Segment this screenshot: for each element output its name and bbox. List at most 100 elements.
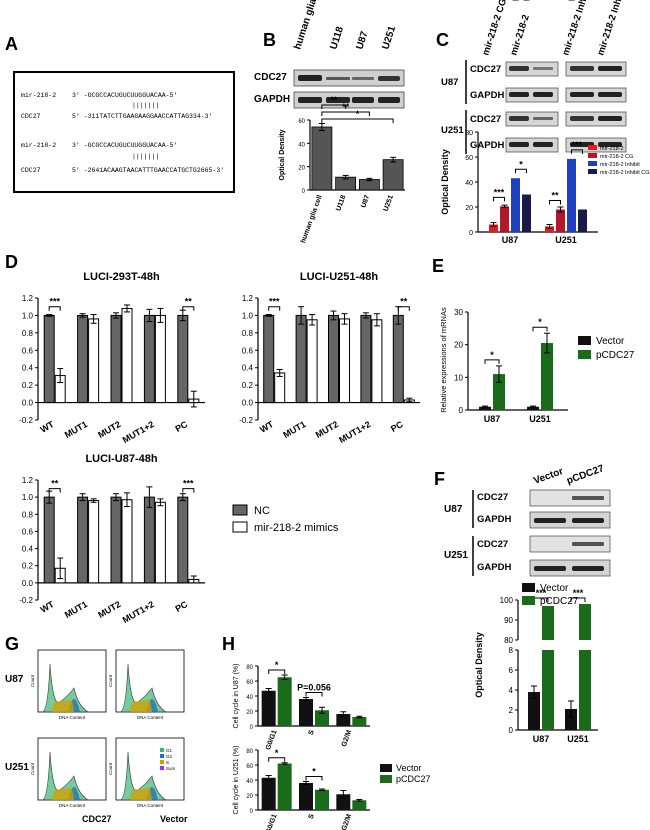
bar-pcdc27-lower <box>579 650 591 730</box>
bar <box>382 159 404 191</box>
significance-label: * <box>490 350 494 360</box>
blot-band <box>298 75 322 81</box>
panel-a-seq-3: 3' -GCGCCACUGUCUUGGUACAA-5' <box>72 142 177 149</box>
blot-lane-label: mir-218-2 CG <box>480 0 509 57</box>
bar-nc <box>177 496 189 584</box>
bar-mir-218-2-mimics <box>371 319 383 404</box>
blot-band <box>509 142 529 147</box>
bar-nc <box>110 496 122 584</box>
y-tick-label: 40 <box>246 779 253 785</box>
bar-nc <box>77 314 89 404</box>
blot-band <box>598 142 622 147</box>
y-axis-label: Relative expressions of mRNAs <box>439 307 448 413</box>
bar-mir-218-2-mimics <box>121 499 133 584</box>
blot-band <box>326 77 350 80</box>
significance-bracket <box>48 488 61 493</box>
blot-lane-label: human glia cell <box>292 0 325 51</box>
y-tick-label: 0.2 <box>22 381 34 390</box>
significance-bracket <box>268 306 281 311</box>
blot-band <box>533 67 553 70</box>
y-tick-label: -0.2 <box>19 596 33 605</box>
significance-bracket <box>532 326 548 332</box>
blot-band <box>534 566 566 571</box>
panel-label-h: H <box>222 634 235 654</box>
y-tick-label: 0 <box>250 809 254 815</box>
panel-a-seq-4: 5' -2641ACAAGTAACATTTGAACCATGCTG2665-3' <box>72 167 224 174</box>
blot-row-label: GAPDH <box>470 90 504 101</box>
bar-mir-218-2-cg <box>556 209 565 232</box>
bar-mir-218-2-inhibit <box>511 178 520 232</box>
blot-band <box>352 77 374 80</box>
y-axis-label: Optical Density <box>474 632 484 698</box>
blot-band <box>572 518 604 523</box>
y-tick-label: 0 <box>509 726 514 735</box>
blot-band <box>533 117 553 120</box>
flow-y-label: Count <box>108 674 113 687</box>
blot-strip <box>505 137 559 153</box>
blot-strip <box>565 87 627 103</box>
y-tick-label: 8 <box>509 646 514 655</box>
x-tick-label: U87 <box>502 235 519 245</box>
flow-legend-label: G2 <box>166 754 173 759</box>
panel-a-seq-2: 5' -311TATCTTGAAGAAGGAACCATTAG334-3' <box>72 113 212 120</box>
flow-legend-label: S <box>166 760 169 765</box>
bar-pcdc27 <box>493 374 505 410</box>
blot-strip <box>529 511 611 529</box>
x-tick-label: S <box>308 729 316 736</box>
panel-label-b: B <box>263 30 276 50</box>
bar-mir-218-2-mimics <box>88 318 100 404</box>
flow-x-label: DNA Content <box>59 715 86 720</box>
blot-row-label: CDC27 <box>254 72 287 83</box>
x-tick-label: MUT2 <box>96 419 122 440</box>
y-tick-label: 0 <box>302 189 306 195</box>
y-axis-label: Cell cycle in U87 (%) <box>233 664 240 729</box>
bar-vector <box>565 709 577 730</box>
panel-f-blot: Vector pCDC27 U87 U251 CDC27 GAPDH CDC27… <box>444 463 611 577</box>
y-tick-label: 20 <box>454 341 463 350</box>
x-tick-label: PC <box>389 419 405 434</box>
bar-nc <box>77 496 89 584</box>
legend-label: pCDC27 <box>396 774 431 784</box>
blot-lane-label: mir-218-2 Inhibit <box>595 0 628 57</box>
legend-label: mir-218-2 Inhibit <box>600 162 640 168</box>
significance-bracket <box>321 118 394 123</box>
significance-bracket <box>571 149 583 154</box>
blot-row-label: CDC27 <box>477 539 508 550</box>
significance-bracket <box>515 168 527 174</box>
significance-label: * <box>275 748 279 758</box>
x-tick-label: WT <box>258 419 276 435</box>
blot-lane-label: mir-218-2 Inhibit CG <box>560 0 598 57</box>
legend-swatch <box>578 336 591 345</box>
bar-nc <box>360 314 372 404</box>
y-tick-label: 0.0 <box>22 579 34 588</box>
bar-nc <box>295 314 307 404</box>
flow-y-label: Count <box>30 674 35 687</box>
panel-label-f: F <box>434 469 445 489</box>
significance-label: *** <box>183 479 194 489</box>
bar-pcdc27-lower <box>542 650 554 730</box>
blot-lane-label: U251 <box>380 24 398 51</box>
y-tick-label: 0.6 <box>22 346 34 355</box>
x-tick-label: U87 <box>484 414 501 424</box>
legend-label: pCDC27 <box>596 350 635 361</box>
blot-strip <box>505 87 559 103</box>
bar-mir-218-2-mimics <box>274 372 286 404</box>
legend-label: mir-218-2 mimics <box>254 522 339 534</box>
flow-row-label: U87 <box>5 674 24 685</box>
blot-row-label: CDC27 <box>470 114 501 125</box>
y-tick-label: 0.4 <box>242 364 254 373</box>
y-tick-label: 80 <box>246 665 253 671</box>
blot-strip <box>529 535 611 553</box>
x-tick-label: human glia cell <box>300 194 324 244</box>
y-axis-label: Optical Density <box>279 129 286 180</box>
blot-band <box>534 518 566 523</box>
legend-swatch-mimics <box>232 521 248 533</box>
flow-y-label: Count <box>108 762 113 775</box>
y-tick-label: 60 <box>465 155 473 162</box>
flow-col-label: Vector <box>160 814 188 824</box>
significance-label: * <box>275 660 279 670</box>
bar-vector <box>336 714 351 726</box>
blot-band <box>572 542 604 546</box>
y-tick-label: 0.6 <box>22 527 34 536</box>
x-tick-label: U251 <box>567 734 589 744</box>
